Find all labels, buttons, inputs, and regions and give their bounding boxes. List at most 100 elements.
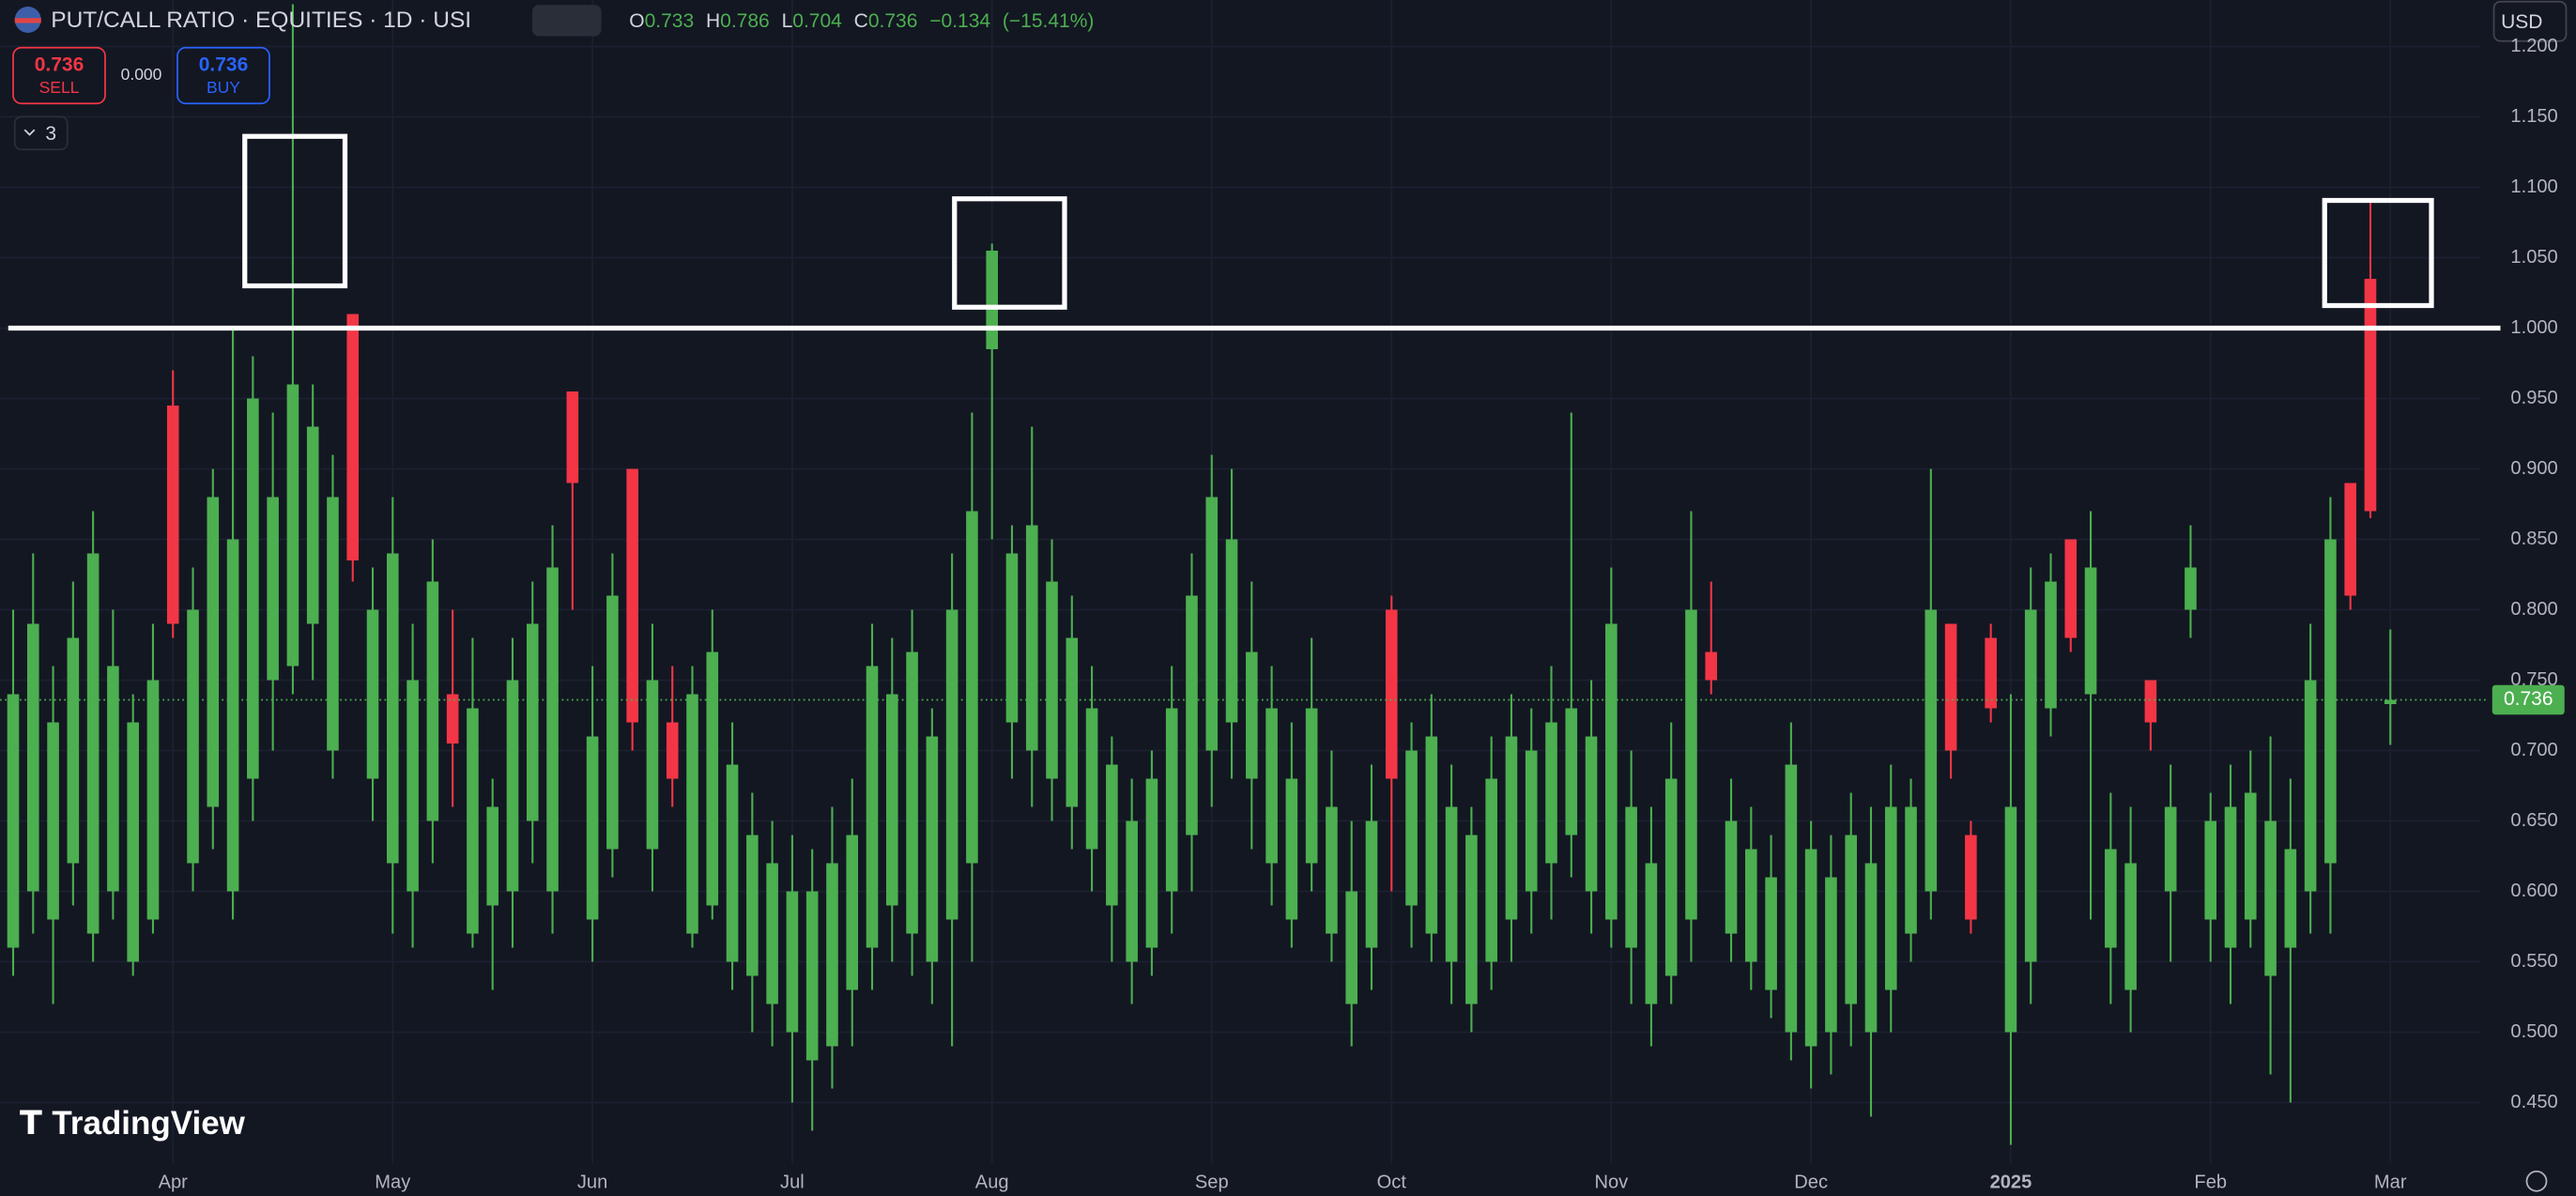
candle-body <box>1145 778 1158 948</box>
candle-body <box>1725 820 1738 934</box>
candle-body <box>766 863 778 1004</box>
y-tick-label: 0.750 <box>2510 669 2557 690</box>
candle-body <box>966 511 978 864</box>
symbol-title: PUT/CALL RATIO · EQUITIES · 1D · USI <box>51 8 471 33</box>
candle-body <box>1804 849 1817 1047</box>
y-tick-label: 0.900 <box>2510 458 2557 479</box>
x-tick-label: Aug <box>975 1172 1009 1192</box>
candle-body <box>207 497 220 807</box>
candle-body <box>586 736 599 920</box>
candle-body <box>1864 863 1878 1033</box>
buy-button[interactable] <box>176 46 270 105</box>
y-tick-label: 0.500 <box>2510 1021 2557 1042</box>
currency: USD <box>2501 11 2542 33</box>
candle-body <box>566 391 579 483</box>
x-tick-label: Dec <box>1794 1172 1828 1192</box>
x-tick-label: Feb <box>2194 1172 2227 1192</box>
indicators-count: 3 <box>45 123 56 145</box>
candle-body <box>2204 820 2217 920</box>
candle-body <box>2185 567 2197 610</box>
candle-body <box>2324 539 2337 864</box>
candle-body <box>526 623 539 821</box>
plot <box>0 0 2501 1163</box>
candle-body <box>646 680 659 850</box>
candle-body <box>1625 806 1637 948</box>
x-tick-label: 2025 <box>1990 1172 2032 1192</box>
candle-body <box>2064 539 2078 638</box>
candle-body <box>666 722 679 779</box>
change: −0.134 <box>929 9 990 31</box>
candle-body <box>1165 708 1178 892</box>
currency-button[interactable] <box>2492 0 2568 42</box>
candle-body <box>1126 820 1138 962</box>
candle-body <box>1046 581 1058 779</box>
highlight-box <box>2322 197 2434 309</box>
candle-body <box>1425 736 1438 934</box>
y-tick-label: 0.550 <box>2510 951 2557 972</box>
candle-body <box>146 680 160 920</box>
change-pct: (−15.41%) <box>1003 9 1094 31</box>
candle-body <box>1326 806 1338 934</box>
y-tick-label: 1.200 <box>2510 36 2557 56</box>
candle-body <box>706 652 719 906</box>
candle-body <box>1246 652 1258 779</box>
candle-body <box>467 708 479 934</box>
candle-body <box>306 426 319 624</box>
candle-body <box>606 595 619 850</box>
candle-body <box>387 553 399 864</box>
candle-body <box>786 891 799 1033</box>
toggle[interactable] <box>532 5 602 37</box>
candle-body <box>247 398 259 779</box>
candle-body <box>1585 736 1598 892</box>
y-tick-label: 0.650 <box>2510 810 2557 831</box>
sell-label: SELL <box>39 78 80 97</box>
x-tick-label: Jun <box>577 1172 607 1192</box>
last-price-tag <box>2492 684 2565 715</box>
candle-body <box>86 553 100 934</box>
ohlc-legend: O0.733 H0.786 L0.704 C0.736 −0.134 (−15.… <box>629 9 1094 31</box>
candle-body <box>1884 806 1897 990</box>
candle-body <box>1445 806 1458 962</box>
y-tick-label: 0.850 <box>2510 529 2557 549</box>
indicators-toggle[interactable] <box>13 115 69 151</box>
candle-body <box>226 539 239 892</box>
sell-button[interactable] <box>12 46 106 105</box>
candle-body <box>945 609 958 920</box>
settings-icon[interactable] <box>2525 1170 2548 1192</box>
x-tick-label: Apr <box>159 1172 189 1192</box>
candle-body <box>1924 609 1938 892</box>
value: 0.704 <box>792 9 842 31</box>
candle-body <box>2144 680 2157 723</box>
x-tick-label: Oct <box>1377 1172 1407 1192</box>
candle-body <box>1345 891 1358 1004</box>
chevron <box>23 129 36 136</box>
candle-body <box>426 581 439 821</box>
candle-body <box>2224 806 2237 948</box>
value: 0.786 <box>720 9 770 31</box>
candle-body <box>1745 849 1757 962</box>
candle-body <box>1705 652 1718 681</box>
candle-body <box>2124 863 2137 990</box>
highlight-box <box>242 133 348 289</box>
brand: TradingView <box>52 1105 245 1142</box>
y-tick-label: 0.800 <box>2510 599 2557 620</box>
candle-body <box>1985 637 1997 709</box>
candle-body <box>107 666 119 892</box>
candle-body <box>1285 778 1298 920</box>
x-tick-label: Jul <box>780 1172 805 1192</box>
candle-body <box>446 694 459 744</box>
y-tick-label: 1.150 <box>2510 106 2557 127</box>
candle-body <box>2304 680 2317 892</box>
y-tick-label: 0.450 <box>2510 1092 2557 1112</box>
value: 0.736 <box>868 9 918 31</box>
x-tick-label: Nov <box>1594 1172 1628 1192</box>
candle-body <box>2384 699 2397 704</box>
candle-body <box>1505 736 1518 920</box>
candle-body <box>1965 835 1977 920</box>
candle-body <box>2164 806 2177 892</box>
y-tick-label: 0.600 <box>2510 881 2557 901</box>
spread: 0.000 <box>121 65 162 84</box>
candle-body <box>26 623 39 892</box>
candle-body <box>1225 539 1238 723</box>
